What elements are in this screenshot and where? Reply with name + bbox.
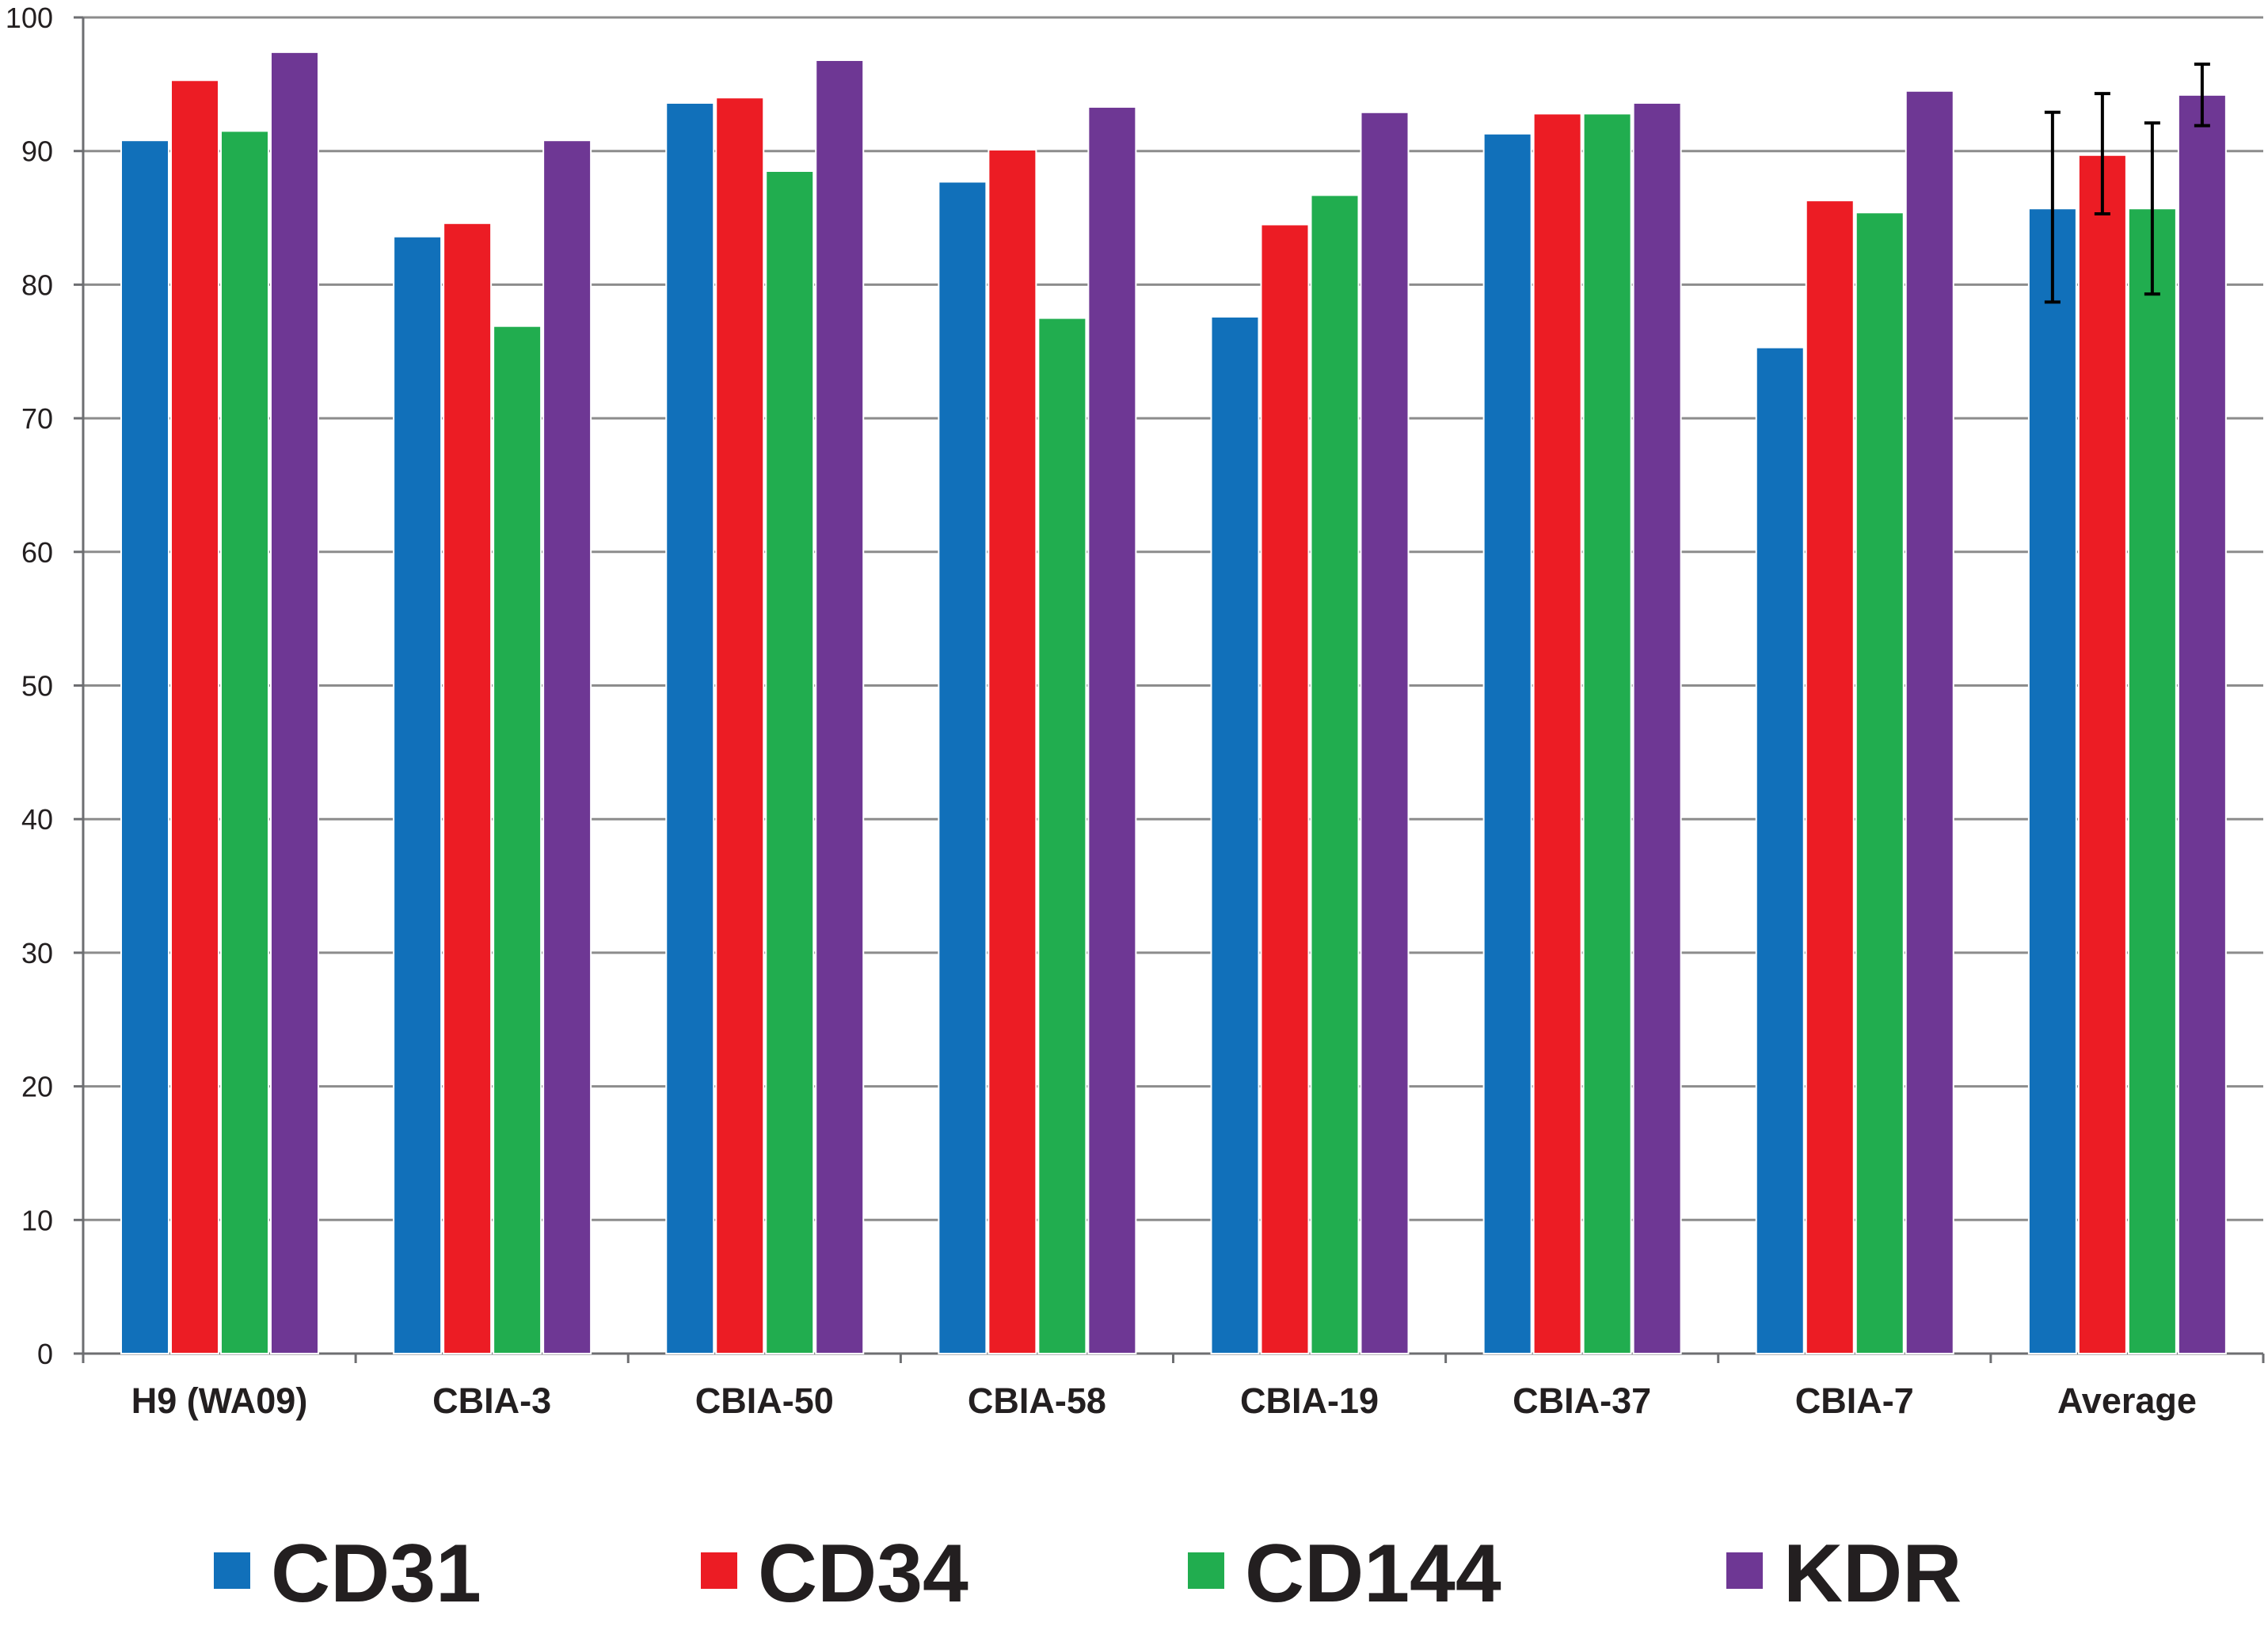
bar-cd34-1 — [443, 222, 493, 1355]
x-tick-label: H9 (WA09) — [131, 1381, 308, 1421]
bar-cd34-4 — [1260, 223, 1310, 1354]
y-tick-label: 0 — [37, 1338, 53, 1370]
y-axis-tick-labels: 0 10 20 30 40 50 60 70 80 90 100 — [6, 2, 53, 1370]
y-tick-label: 90 — [21, 135, 53, 168]
bar-kdr-1 — [542, 139, 592, 1355]
y-tick-label: 40 — [21, 803, 53, 836]
legend-swatch — [701, 1552, 737, 1589]
bar-cd34-5 — [1532, 112, 1582, 1355]
bar-cd34-7 — [2077, 154, 2127, 1355]
bar-cd34-3 — [987, 149, 1037, 1355]
legend-swatch — [214, 1552, 250, 1589]
error-bar-cd144 — [2144, 121, 2160, 296]
y-tick-label: 20 — [21, 1071, 53, 1103]
x-tick-label: CBIA-3 — [432, 1381, 551, 1421]
y-tick-label: 50 — [21, 670, 53, 703]
error-bars — [2044, 63, 2210, 304]
legend-label: CD34 — [758, 1528, 968, 1620]
y-tick-label: 30 — [21, 937, 53, 969]
legend-label: CD31 — [271, 1528, 481, 1620]
bar-cd34-0 — [170, 79, 219, 1355]
y-tick-label: 100 — [6, 2, 53, 34]
bar-cd31-5 — [1482, 132, 1532, 1354]
legend-swatch — [1726, 1552, 1763, 1589]
x-axis-tick-labels: H9 (WA09) CBIA-3 CBIA-50 CBIA-58 CBIA-19 CBIA… — [131, 1381, 2197, 1421]
legend-item-cd144: CD144 — [1188, 1528, 1501, 1620]
y-tick-label: 60 — [21, 536, 53, 569]
bar-cd144-0 — [220, 130, 269, 1354]
x-tick-label: CBIA-7 — [1795, 1381, 1914, 1421]
bar-kdr-3 — [1087, 106, 1137, 1354]
bar-cd34-2 — [715, 97, 765, 1355]
bar-cd144-5 — [1582, 112, 1632, 1355]
bar-kdr-0 — [270, 51, 319, 1354]
bar-cd31-0 — [120, 139, 169, 1355]
x-tick-label: CBIA-50 — [695, 1381, 834, 1421]
bar-cd144-6 — [1855, 211, 1905, 1354]
error-bar-cd34 — [2094, 92, 2110, 215]
legend-label: KDR — [1783, 1528, 1962, 1620]
bar-cd31-2 — [665, 101, 715, 1354]
error-bar-cd31 — [2044, 110, 2061, 304]
bar-cd144-2 — [765, 170, 815, 1354]
bar-cd31-6 — [1755, 346, 1805, 1355]
bar-kdr-4 — [1360, 111, 1410, 1355]
bar-cd31-7 — [2027, 208, 2077, 1355]
legend-item-cd31: CD31 — [214, 1528, 481, 1620]
bar-cd144-1 — [493, 325, 542, 1354]
bar-kdr-7 — [2177, 93, 2227, 1355]
legend-item-kdr: KDR — [1726, 1528, 1962, 1620]
bar-kdr-5 — [1632, 101, 1682, 1354]
x-tick-label: CBIA-58 — [968, 1381, 1106, 1421]
bar-cd34-6 — [1805, 200, 1855, 1354]
legend-item-cd34: CD34 — [701, 1528, 968, 1620]
bar-cd31-4 — [1210, 315, 1260, 1355]
bars — [120, 51, 2227, 1355]
bar-cd144-7 — [2127, 208, 2177, 1355]
legend-swatch — [1188, 1552, 1224, 1589]
bar-cd31-3 — [938, 181, 987, 1355]
legend-label: CD144 — [1245, 1528, 1501, 1620]
error-bar-kdr — [2194, 63, 2210, 128]
y-tick-label: 10 — [21, 1204, 53, 1236]
bar-kdr-6 — [1905, 89, 1954, 1354]
bar-cd144-3 — [1037, 317, 1087, 1355]
x-tick-label: Average — [2057, 1381, 2197, 1421]
x-tick-label: CBIA-19 — [1240, 1381, 1379, 1421]
legend: CD31 CD34 CD144 KDR — [214, 1528, 1962, 1620]
bar-cd144-4 — [1310, 194, 1360, 1355]
y-tick-label: 80 — [21, 268, 53, 301]
bar-cd31-1 — [393, 235, 443, 1355]
bar-kdr-2 — [815, 59, 865, 1354]
y-tick-label: 70 — [21, 402, 53, 435]
x-tick-label: CBIA-37 — [1513, 1381, 1651, 1421]
